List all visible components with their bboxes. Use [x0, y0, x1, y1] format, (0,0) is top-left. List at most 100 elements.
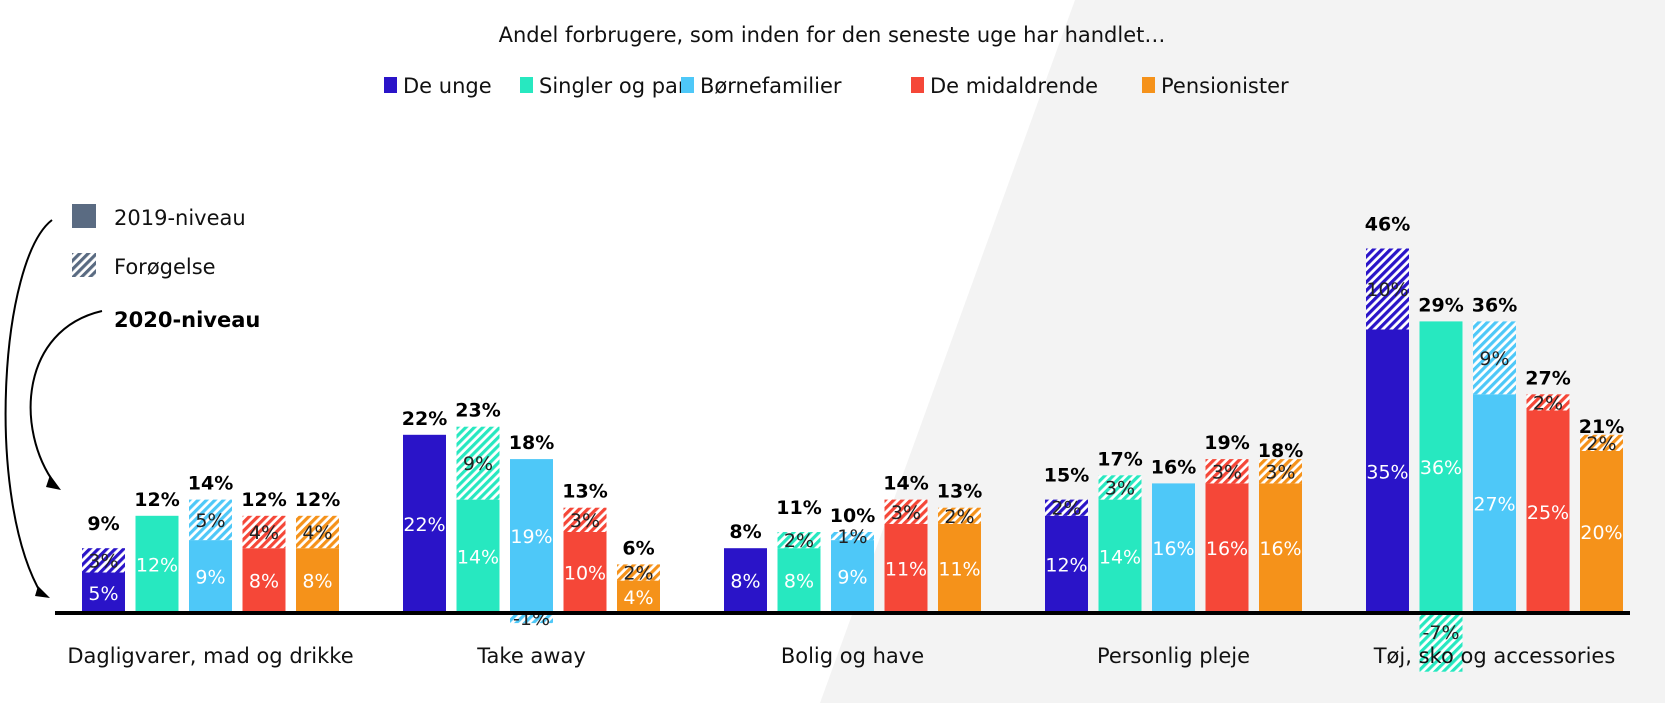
bar-group-pensionister: 20% 2%21%	[1579, 416, 1624, 613]
bar-group-singler-og-par: 12% 12%	[134, 489, 180, 613]
bar-group-de-unge: 5% 3% 9%	[82, 513, 125, 613]
bar-group-de-midaldrende: 8% 4% 12%	[241, 489, 287, 613]
bar-change-label: 3%	[1212, 461, 1242, 483]
bar-change-label: 2%	[623, 563, 653, 585]
bar-change-label: 2%	[1051, 498, 1081, 520]
bar-2019-label: 8%	[784, 571, 814, 593]
legend: De unge Singler og par Børnefamilier De mid…	[384, 74, 1289, 98]
legend-label-de-midaldrende: De midaldrende	[930, 74, 1098, 98]
bar-change-label: 9%	[463, 453, 493, 475]
bar-change	[510, 615, 553, 624]
bar-2019-label: 20%	[1580, 522, 1622, 544]
bar-change-label: 2%	[1533, 392, 1563, 414]
x-axis-labels: Dagligvarer, mad og drikke Take away Bolig…	[67, 644, 1615, 668]
bar-change-label: 3%	[1105, 477, 1135, 499]
key-arrow-short	[29, 310, 103, 485]
bar-change	[563, 507, 607, 532]
bar-2019	[1098, 499, 1142, 613]
bar-change-label: 10%	[1366, 279, 1408, 301]
bar-change-label: 9%	[1479, 348, 1509, 370]
bar-group-de-midaldrende: 11% 3% 14%	[883, 473, 929, 613]
bar-2019-label: 12%	[1045, 554, 1087, 576]
bar-total-label: 16%	[1151, 456, 1196, 478]
bar-change	[938, 507, 981, 524]
bar-group-bornefamilier: 16% 16%	[1151, 456, 1196, 613]
bar-group-singler-og-par: 36% -7% 29%	[1418, 294, 1464, 672]
bar-change-label: 4%	[302, 522, 332, 544]
legend-label-singler-og-par: Singler og par	[539, 74, 687, 98]
bar-group-bornefamilier: 27% 9% 36%	[1472, 294, 1517, 613]
bar-2019-label: 12%	[136, 554, 178, 576]
bar-2019	[242, 548, 286, 613]
bar-2019	[724, 548, 767, 613]
bar-change	[1259, 459, 1302, 484]
bar-total-label: 17%	[1097, 448, 1142, 470]
bar-2019	[510, 459, 553, 613]
bar-2019-label: 9%	[195, 567, 225, 589]
bar-2019-label: 22%	[403, 514, 445, 536]
bar-change	[1580, 434, 1623, 451]
bar-total-label: 12%	[134, 489, 179, 511]
bar-total-label: 13%	[562, 481, 607, 503]
legend-label-de-unge: De unge	[403, 74, 492, 98]
bar-2019-label: 14%	[457, 546, 499, 568]
bar-2019-label: 11%	[885, 558, 927, 580]
bar-total-label: 12%	[295, 489, 340, 511]
bar-group-singler-og-par: 8% 2% 11%	[776, 497, 822, 613]
bar-total-label: 9%	[87, 513, 119, 535]
bar-group-de-midaldrende: 16% 3% 19%	[1204, 432, 1250, 613]
bar-2019-label: 16%	[1152, 538, 1194, 560]
legend-swatch-de-unge	[384, 77, 397, 93]
bar-group-singler-og-par: 14% 9% 23%	[455, 400, 501, 613]
key-total-label: 2020-niveau	[114, 308, 260, 332]
bar-change-label: 3%	[891, 502, 921, 524]
bar-change	[242, 515, 286, 549]
bar-group-de-midaldrende: 25% 2% 27%	[1525, 367, 1571, 613]
bar-2019-label: 11%	[938, 558, 980, 580]
bar-change	[1473, 321, 1516, 395]
bar-2019-label: 8%	[249, 571, 279, 593]
bar-2019-label: 16%	[1206, 538, 1248, 560]
bar-change-label: 5%	[195, 510, 225, 532]
key-solid-swatch	[72, 204, 96, 228]
bar-total-label: 6%	[622, 537, 654, 559]
bar-group-bornefamilier: 19%-1%18%	[509, 432, 554, 630]
chart-title: Andel forbrugere, som inden for den sene…	[499, 23, 1166, 47]
bar-change-label: 2%	[784, 530, 814, 552]
bar-total-label: 10%	[830, 505, 875, 527]
bar-change	[1045, 499, 1088, 516]
bar-total-label: 13%	[937, 481, 982, 503]
bar-total-label: 23%	[455, 400, 500, 422]
bar-2019	[617, 580, 660, 613]
bar-group-de-unge: 12% 2% 15%	[1044, 465, 1089, 613]
bar-change-label: 4%	[249, 522, 279, 544]
bar-change	[456, 426, 500, 500]
bar-2019	[831, 540, 874, 613]
bar-change-label: 2%	[944, 506, 974, 528]
bar-total-label: 14%	[883, 473, 928, 495]
bar-2019	[563, 532, 607, 613]
category-label: Take away	[476, 644, 586, 668]
bar-2019-label: 10%	[564, 563, 606, 585]
legend-swatch-singler-og-par	[520, 77, 533, 93]
bar-2019	[1473, 394, 1516, 613]
bar-group-pensionister: 8% 4% 12%	[295, 489, 340, 613]
legend-swatch-pensionister	[1142, 77, 1155, 93]
bars: 5% 3% 9% 12% 12% 9% 5% 14% 8% 4% 12% 8% 4% 12% 22% 22% 1…	[82, 213, 1624, 672]
bar-group-bornefamilier: 9% 1%10%	[830, 505, 875, 613]
bar-2019	[1526, 410, 1570, 613]
bar-2019	[777, 548, 821, 613]
bar-total-label: 14%	[188, 473, 233, 495]
bar-change	[884, 499, 928, 524]
bar-2019-label: 36%	[1420, 457, 1462, 479]
bar-2019	[884, 523, 928, 613]
bar-change	[831, 532, 874, 541]
category-label: Personlig pleje	[1097, 644, 1250, 668]
bar-change-label: 3%	[88, 550, 118, 572]
bar-2019	[1419, 321, 1463, 613]
legend-label-bornefamilier: Børnefamilier	[700, 74, 842, 98]
bar-total-label: 46%	[1365, 213, 1410, 235]
bar-change	[1205, 459, 1249, 484]
bar-group-pensionister: 11% 2% 13%	[937, 481, 982, 613]
